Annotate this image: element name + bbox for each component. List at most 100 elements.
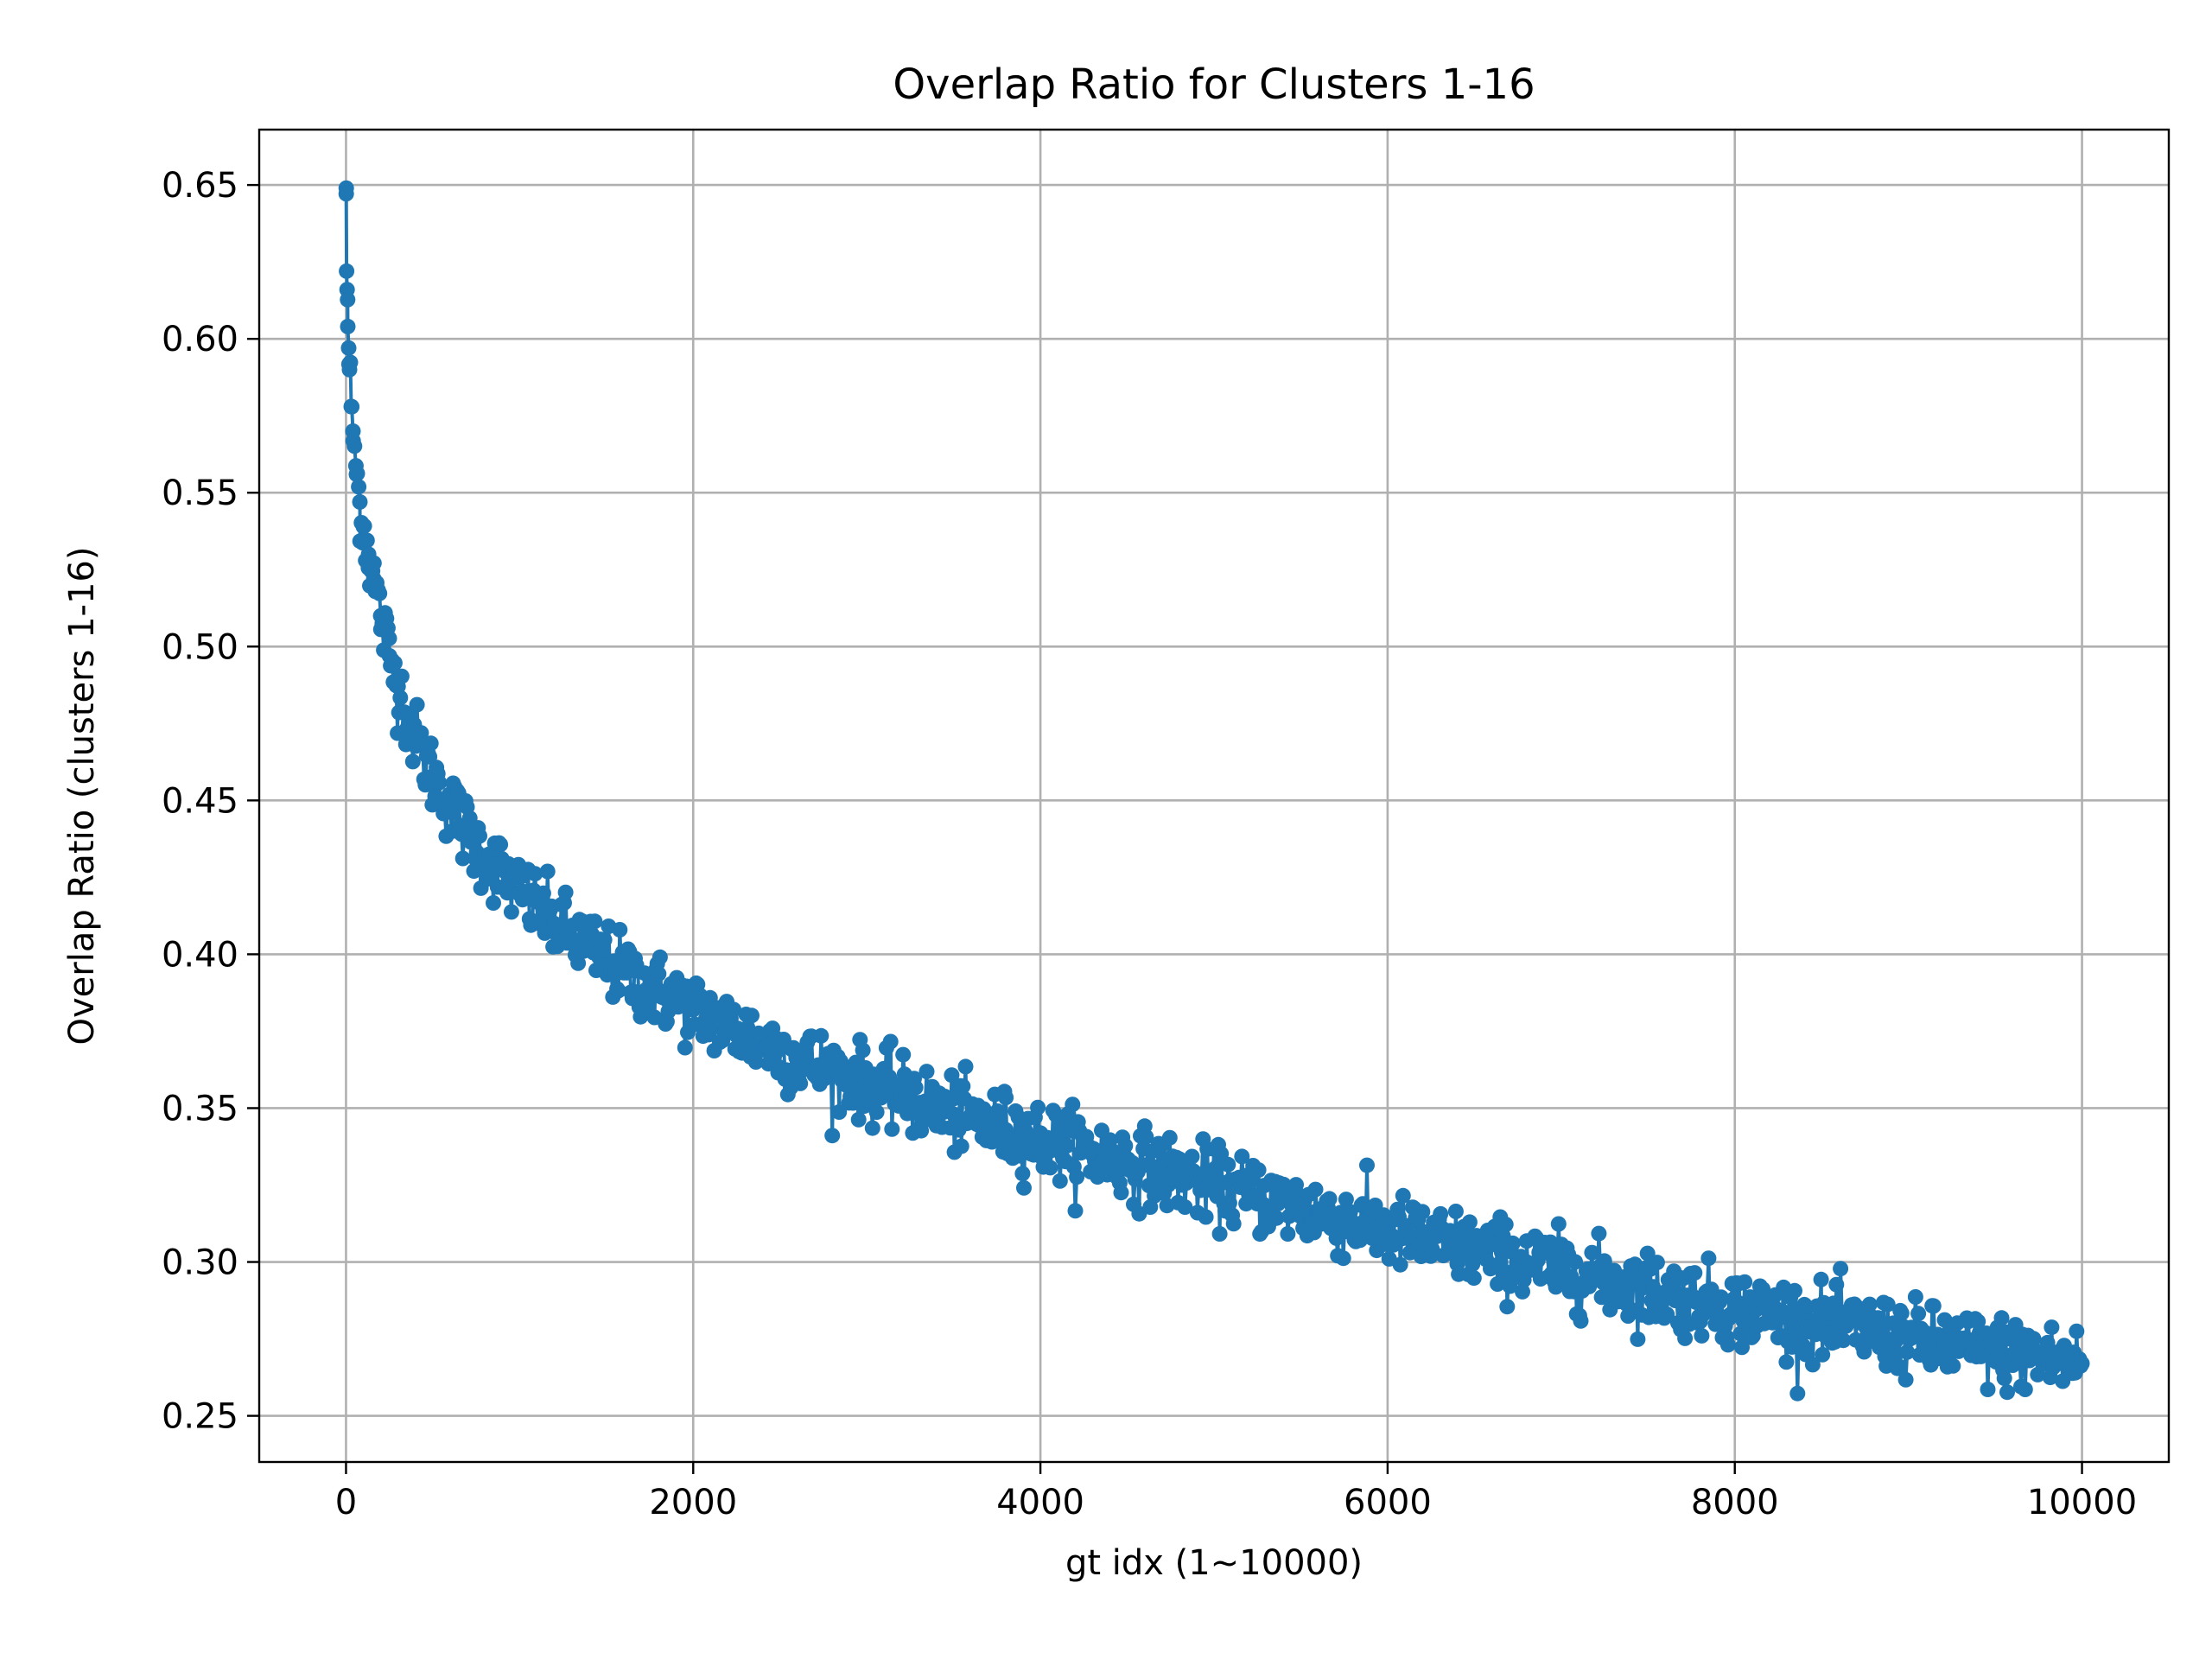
y-axis-title: Overlap Ratio (clusters 1-16)	[62, 547, 102, 1046]
data-point	[944, 1067, 960, 1084]
data-point	[1861, 1296, 1878, 1313]
data-point	[1804, 1357, 1821, 1373]
data-point	[824, 1128, 841, 1144]
x-tick-label: 0	[335, 1483, 357, 1522]
data-point	[1069, 1169, 1085, 1185]
data-point	[1891, 1358, 1907, 1375]
data-point	[352, 493, 368, 510]
data-point	[596, 931, 613, 948]
data-point	[454, 850, 471, 867]
data-point	[831, 1104, 848, 1120]
data-point	[338, 186, 354, 202]
data-point	[881, 1069, 898, 1085]
data-point	[1052, 1173, 1068, 1189]
data-point	[2069, 1323, 2085, 1339]
data-point	[1504, 1235, 1521, 1251]
data-point	[1677, 1330, 1694, 1346]
data-point	[1755, 1281, 1771, 1297]
data-point	[1049, 1128, 1065, 1144]
data-point	[1268, 1210, 1285, 1226]
x-tick-label: 10000	[2027, 1483, 2137, 1522]
data-point	[1870, 1310, 1886, 1326]
data-point	[1220, 1156, 1236, 1173]
data-point	[503, 904, 519, 920]
data-point	[423, 735, 439, 752]
data-point	[340, 340, 357, 356]
data-point	[1700, 1250, 1717, 1267]
data-layer	[338, 180, 2090, 1402]
data-point	[1461, 1214, 1478, 1230]
data-point	[339, 263, 355, 279]
data-point	[1433, 1205, 1449, 1222]
data-point	[1338, 1192, 1354, 1208]
data-point	[1567, 1254, 1584, 1270]
data-point	[386, 655, 403, 671]
data-point	[998, 1090, 1014, 1106]
data-point	[1897, 1371, 1914, 1388]
data-point	[1042, 1160, 1058, 1176]
data-point	[884, 1121, 900, 1137]
data-point	[1925, 1298, 1942, 1314]
data-point	[1694, 1327, 1710, 1344]
y-tick-label: 0.25	[162, 1397, 238, 1437]
data-point	[1234, 1148, 1250, 1165]
data-point	[442, 804, 459, 820]
data-point	[1833, 1261, 1849, 1277]
data-point	[1713, 1289, 1729, 1306]
data-point	[1359, 1157, 1375, 1173]
data-point	[1065, 1096, 1081, 1113]
data-point	[356, 518, 372, 534]
data-point	[1630, 1331, 1646, 1347]
data-point	[535, 885, 551, 901]
data-point	[1184, 1148, 1200, 1165]
data-point	[747, 1054, 764, 1070]
data-point	[1392, 1256, 1408, 1273]
data-point	[486, 895, 501, 911]
grid-layer	[259, 130, 2169, 1462]
data-point	[1980, 1382, 1996, 1397]
data-point	[2044, 1319, 2060, 1336]
data-point	[1734, 1339, 1750, 1356]
data-point	[1030, 1099, 1046, 1116]
data-point	[1395, 1187, 1411, 1204]
data-point	[557, 884, 574, 900]
data-point	[1970, 1313, 1986, 1330]
data-point	[873, 1090, 889, 1106]
data-point	[351, 479, 367, 495]
data-point	[1649, 1255, 1665, 1271]
data-point	[409, 696, 425, 713]
data-point	[431, 774, 448, 791]
data-point	[1499, 1299, 1516, 1315]
data-point	[527, 866, 543, 882]
data-point	[651, 966, 667, 982]
data-point	[1207, 1160, 1224, 1176]
data-point	[1815, 1346, 1831, 1363]
data-point	[340, 318, 356, 334]
data-point	[1899, 1344, 1916, 1360]
data-point	[744, 1007, 760, 1024]
data-point	[1789, 1385, 1806, 1402]
data-point	[1787, 1282, 1802, 1299]
data-point	[1591, 1225, 1607, 1242]
data-point	[864, 1120, 880, 1136]
data-point	[587, 913, 603, 930]
data-point	[2025, 1331, 2042, 1347]
data-point	[1250, 1162, 1267, 1179]
data-point	[340, 291, 356, 308]
data-point	[372, 585, 388, 601]
data-point	[953, 1138, 969, 1154]
data-point	[1813, 1271, 1829, 1287]
data-point	[1584, 1244, 1600, 1261]
y-tick-label: 0.60	[162, 320, 238, 359]
data-point	[359, 532, 375, 549]
data-point	[342, 354, 359, 371]
data-point	[1497, 1217, 1514, 1233]
data-point	[392, 690, 409, 706]
data-point	[1573, 1313, 1589, 1329]
data-point	[1117, 1138, 1134, 1154]
data-point	[493, 836, 509, 853]
data-point	[612, 922, 628, 938]
data-point	[1835, 1332, 1852, 1349]
data-point	[1999, 1384, 2015, 1401]
data-point	[1243, 1173, 1258, 1190]
